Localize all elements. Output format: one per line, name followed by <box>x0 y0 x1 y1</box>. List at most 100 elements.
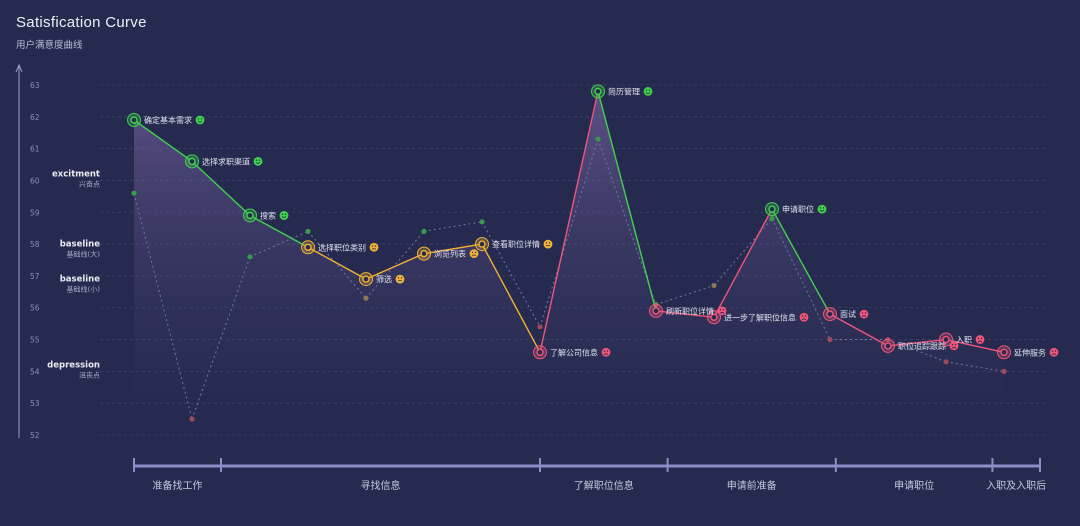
y-tick-label: 57 <box>30 272 40 281</box>
stage-label: 准备找工作 <box>153 479 203 492</box>
zone-sublabel: 基础线(小) <box>67 284 101 293</box>
chart-title: Satisfication Curve <box>16 14 147 31</box>
secondary-point <box>479 219 485 225</box>
y-tick-label: 52 <box>30 431 40 440</box>
zone-label: excitment <box>52 169 100 179</box>
secondary-point <box>595 136 601 142</box>
face-eye <box>255 159 258 161</box>
face-mouth <box>861 315 867 317</box>
face-mouth <box>977 340 983 343</box>
face-eye <box>548 242 551 244</box>
main-point <box>884 342 892 350</box>
stage-label: 申请前准备 <box>727 479 777 492</box>
face-eye <box>819 207 822 209</box>
happy-face-icon <box>195 115 205 125</box>
main-segment <box>191 160 251 216</box>
happy-face-icon <box>253 156 263 166</box>
face-eye <box>951 344 954 346</box>
secondary-point <box>769 216 775 222</box>
zone-label: baseline <box>60 274 101 284</box>
point-label: 选择求职渠道 <box>202 156 250 166</box>
y-axis-arrow-icon <box>15 63 23 73</box>
sad-face-icon <box>975 335 985 344</box>
face-eye <box>474 251 477 254</box>
main-point <box>594 87 602 96</box>
y-tick-label: 58 <box>30 240 40 249</box>
main-segment <box>307 246 367 280</box>
face-mouth <box>603 353 609 356</box>
main-point <box>188 157 196 166</box>
main-point <box>826 310 834 318</box>
zone-sublabel: 沮丧点 <box>79 370 100 379</box>
secondary-point <box>827 336 833 343</box>
secondary-point <box>943 359 949 365</box>
main-point <box>304 243 312 251</box>
main-segment <box>597 91 657 312</box>
zone-sublabel: 兴奋点 <box>79 179 100 188</box>
face-eye <box>822 207 825 209</box>
face-mouth <box>719 312 725 314</box>
face-eye <box>648 89 651 91</box>
face-eye <box>954 344 957 346</box>
y-tick-label: 63 <box>30 81 40 90</box>
point-label: 职位追踪跟踪 <box>898 341 946 351</box>
point-label: 刷新职位详情 <box>666 306 714 316</box>
point-label: 面试 <box>840 309 856 319</box>
stage-label: 了解职位信息 <box>574 479 634 492</box>
zone-sublabel: 基础线(大) <box>67 249 101 258</box>
main-segment <box>887 338 947 347</box>
face-mouth <box>255 162 261 164</box>
neutral-face-icon <box>395 274 405 284</box>
neutral-face-icon <box>469 249 479 259</box>
point-label: 入职 <box>956 336 972 345</box>
face-eye <box>258 159 261 161</box>
point-label: 浏览列表 <box>434 249 466 259</box>
stage-label: 寻找信息 <box>361 479 401 492</box>
face-mouth <box>1051 353 1057 356</box>
face-mouth <box>801 318 807 321</box>
happy-face-icon <box>279 211 289 220</box>
sad-face-icon <box>859 309 869 319</box>
main-segment <box>655 310 715 318</box>
face-eye <box>397 277 400 279</box>
secondary-point <box>363 295 369 301</box>
secondary-segment <box>423 221 483 232</box>
y-tick-label: 60 <box>30 176 40 185</box>
secondary-point <box>1001 368 1007 374</box>
neutral-face-icon <box>543 239 553 249</box>
face-eye <box>284 213 287 215</box>
secondary-point <box>421 228 427 234</box>
face-eye <box>977 337 980 340</box>
main-point <box>362 275 370 283</box>
face-eye <box>545 242 548 244</box>
neutral-face-icon <box>369 242 379 252</box>
y-tick-label: 59 <box>30 208 40 217</box>
main-segment <box>365 252 425 280</box>
main-point <box>1000 348 1008 356</box>
main-segment <box>423 243 483 255</box>
face-eye <box>606 350 609 352</box>
secondary-point <box>247 254 253 260</box>
y-tick-label: 56 <box>30 304 40 313</box>
face-mouth <box>951 347 957 349</box>
face-mouth <box>645 92 651 94</box>
face-eye <box>864 312 867 314</box>
point-label: 搜索 <box>260 210 276 220</box>
face-eye <box>801 315 804 317</box>
y-tick-label: 53 <box>30 399 40 408</box>
point-label: 了解公司信息 <box>550 347 598 357</box>
secondary-segment <box>249 230 309 258</box>
point-label: 申请职位 <box>782 204 814 214</box>
face-eye <box>980 337 983 340</box>
sad-face-icon <box>601 347 611 357</box>
main-point <box>536 348 544 356</box>
main-segment <box>249 214 309 248</box>
face-eye <box>374 245 377 247</box>
main-point <box>652 307 660 315</box>
face-eye <box>722 309 725 311</box>
zone-label: baseline <box>60 239 101 249</box>
secondary-segment <box>655 284 715 306</box>
secondary-segment <box>887 339 947 363</box>
face-eye <box>200 118 203 120</box>
